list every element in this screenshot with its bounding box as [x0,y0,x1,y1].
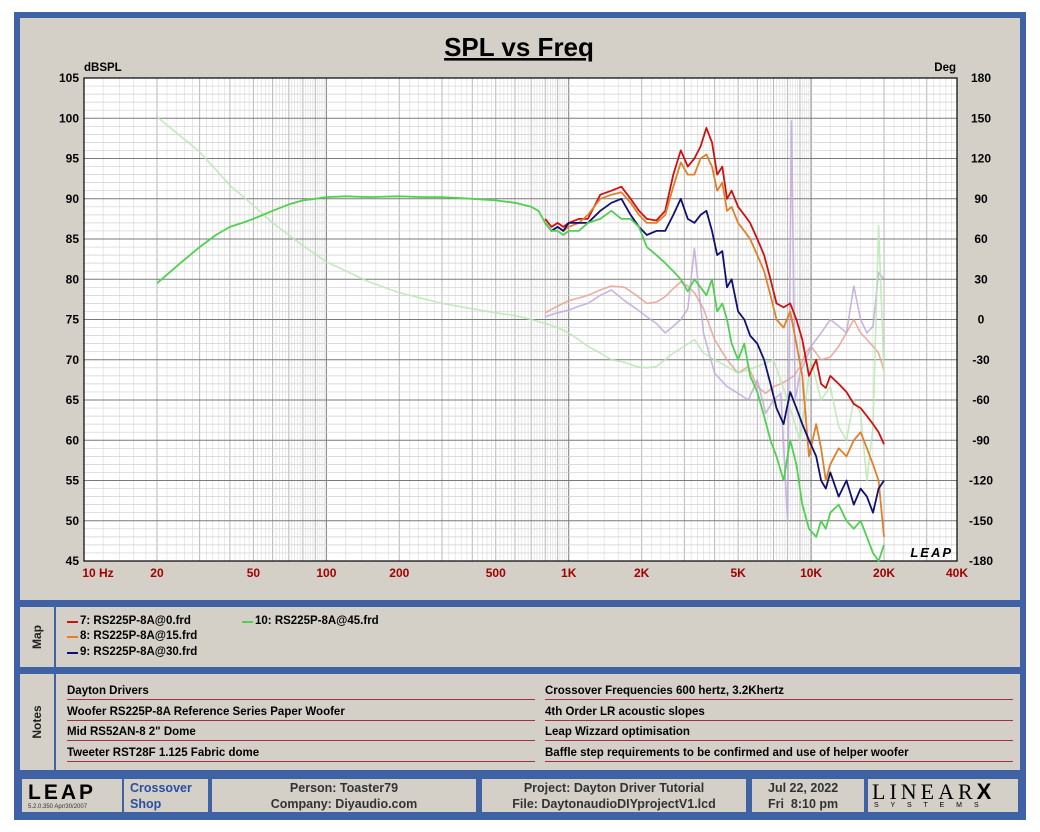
y-left-tick-label: 65 [66,393,80,407]
x-tick-label: 1K [561,566,577,580]
date-text: Jul 22, 2022 [768,781,839,795]
x-tick-label: 10 Hz [82,566,113,580]
spl-curve [544,197,885,514]
company-text: Company: Diyaudio.com [270,797,418,811]
x-tick-label: 5K [730,566,746,580]
note-line: Dayton Drivers [67,684,535,700]
y-right-tick-label: -180 [969,554,993,568]
spl-chart: SPL vs Freq dBSPL Deg 45 50 55 60 65 70 75 80 85… [59,32,993,580]
file-text: File: DaytonaudioDIYprojectV1.lcd [512,797,716,811]
product-line2: Shop [130,797,162,811]
notes-panel: Notes Dayton Drivers Woofer RS225P-8A Re… [20,674,1020,770]
y-left-tick-label: 105 [59,71,79,85]
product-line1: Crossover [130,781,192,795]
y-left-label: dBSPL [84,62,122,74]
y-right-tick-label: -60 [972,393,990,407]
project-box: Project: Dayton Driver Tutorial File: Da… [482,779,746,812]
y-right-tick-label: -30 [972,353,990,367]
note-line: Baffle step requirements to be confirmed… [545,746,1013,762]
y-right-tick-label: 90 [974,192,988,206]
legend-item: 9: RS225P-8A@30.frd [67,645,197,659]
note-line: Leap Wizzard optimisation [545,725,1013,741]
leap-logo: LEAP [28,781,97,804]
x-tick-label: 20 [150,566,164,580]
note-line: Mid RS52AN-8 2" Dome [67,725,535,741]
y-left-tick-label: 80 [66,272,80,286]
map-side-label: Map [20,607,56,667]
version-text: 5.2.0.350 Apr/30/2007 [28,804,88,810]
legend-item: 8: RS225P-8A@15.frd [67,629,197,643]
y-right-tick-label: 150 [971,111,991,125]
x-tick-label: 10K [800,566,822,580]
x-tick-label: 100 [316,566,336,580]
brand-bottom: S Y S T E M S [874,802,984,809]
legend-swatch [67,636,78,638]
y-right-tick-label: 30 [974,272,988,286]
note-line: Tweeter RST28F 1.125 Fabric dome [67,746,535,762]
y-left-tick-label: 45 [66,554,80,568]
y-right-label: Deg [934,62,956,74]
y-left-tick-label: 90 [66,192,80,206]
phase-curve [544,281,885,395]
x-tick-label: 2K [634,566,650,580]
grid [83,77,958,562]
y-right-tick-label: -90 [972,433,990,447]
datetime-box: Jul 22, 2022 Fri 8:10 pm [752,779,864,812]
note-line: Woofer RS225P-8A Reference Series Paper … [67,705,535,721]
y-left-tick-label: 70 [66,353,80,367]
spl-curve [544,153,885,537]
x-tick-label: 200 [389,566,409,580]
linearx-logo-box: LINEARX S Y S T E M S [868,779,1018,812]
y-right-tick-label: -120 [969,474,993,488]
spl-curve [156,195,885,562]
brand-top: LINEARX [872,779,996,804]
leap-logo-box: LEAP 5.2.0.350 Apr/30/2007 [22,779,122,812]
brand-x: X [976,779,996,804]
plot-border [83,77,958,562]
phase-curve [544,120,885,522]
y-right-tick-label: 120 [971,152,991,166]
y-left-tick-label: 60 [66,433,80,447]
legend-swatch [67,652,78,654]
y-right-tick-label: -150 [969,514,993,528]
y-left-tick-label: 85 [66,232,80,246]
spl-curve [544,127,885,445]
y-left-tick-label: 75 [66,313,80,327]
note-line: Crossover Frequencies 600 hertz, 3.2Kher… [545,684,1013,700]
y-left-tick-label: 55 [66,474,80,488]
x-tick-label: 20K [873,566,895,580]
y-left-tick-label: 50 [66,514,80,528]
project-text: Project: Dayton Driver Tutorial [523,781,705,795]
footer-bar: LEAP 5.2.0.350 Apr/30/2007 Crossover Sho… [20,777,1020,814]
y-left-tick-label: 100 [59,111,79,125]
y-right-tick-label: 60 [974,232,988,246]
legend-item: 10: RS225P-8A@45.frd [242,614,379,628]
person-text: Person: Toaster79 [289,781,399,795]
person-box: Person: Toaster79 Company: Diyaudio.com [212,779,476,812]
time-text: Fri 8:10 pm [768,797,839,811]
series-group [156,116,885,562]
y-left-tick-label: 95 [66,152,80,166]
x-tick-label: 40K [946,566,968,580]
chart-title: SPL vs Freq [444,32,594,62]
phase-curve [156,116,885,482]
product-box: Crossover Shop [124,779,208,812]
legend-item: 7: RS225P-8A@0.frd [67,614,191,628]
y-right-tick-label: 180 [971,71,991,85]
legend-swatch [242,621,253,623]
y-right-tick-label: 0 [978,313,985,327]
map-panel: Map 7: RS225P-8A@0.frd 8: RS225P-8A@15.f… [20,607,1020,667]
x-tick-label: 50 [247,566,261,580]
leap-watermark: LEAP [910,545,953,560]
note-line: 4th Order LR acoustic slopes [545,705,1013,721]
x-tick-label: 500 [486,566,506,580]
chart-panel: SPL vs Freq dBSPL Deg 45 50 55 60 65 70 75 80 85… [20,18,1020,600]
notes-side-label: Notes [20,674,56,770]
legend-swatch [67,621,78,623]
axis-labels: 45 50 55 60 65 70 75 80 85 90 95 100 105 -180 -150 -120… [59,71,993,580]
